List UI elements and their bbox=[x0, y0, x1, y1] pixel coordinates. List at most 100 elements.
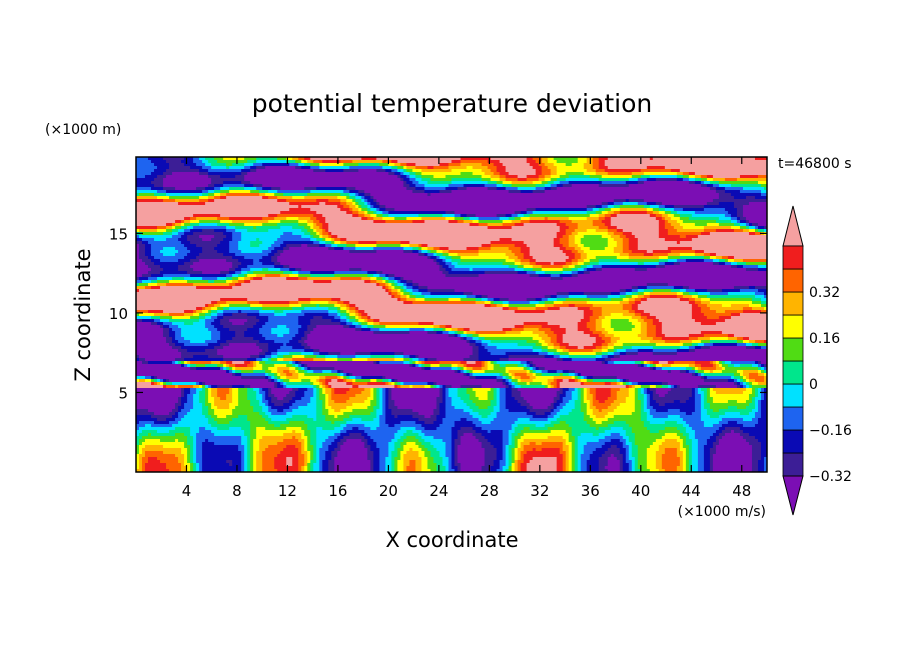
contour-cell bbox=[442, 259, 447, 263]
contour-cell bbox=[742, 385, 747, 389]
contour-cell bbox=[421, 364, 426, 368]
contour-cell bbox=[256, 394, 263, 398]
contour-cell bbox=[451, 259, 462, 263]
contour-cell bbox=[409, 364, 414, 368]
contour-cell bbox=[298, 163, 305, 167]
contour-cell bbox=[547, 382, 552, 386]
contour-cell bbox=[325, 400, 329, 404]
contour-cell bbox=[379, 319, 582, 323]
contour-cell bbox=[259, 448, 266, 452]
contour-cell bbox=[745, 220, 750, 224]
contour-cell bbox=[295, 334, 305, 338]
contour-cell bbox=[571, 445, 576, 449]
contour-cell bbox=[277, 334, 284, 338]
contour-cell bbox=[313, 160, 323, 164]
contour-cell bbox=[184, 460, 188, 464]
contour-cell bbox=[529, 460, 558, 464]
contour-cell bbox=[322, 460, 329, 464]
contour-cell bbox=[319, 349, 474, 353]
contour-cell bbox=[511, 181, 534, 185]
contour-cell bbox=[358, 385, 396, 389]
contour-cell bbox=[475, 403, 492, 407]
contour-cell bbox=[562, 301, 588, 305]
contour-cell bbox=[577, 451, 585, 455]
contour-cell bbox=[469, 355, 480, 359]
contour-cell bbox=[328, 385, 332, 389]
contour-cell bbox=[427, 256, 432, 260]
contour-cell bbox=[172, 382, 197, 386]
contour-cell bbox=[580, 319, 591, 323]
contour-cell bbox=[163, 334, 170, 338]
contour-cell bbox=[688, 346, 696, 350]
contour-cell bbox=[337, 205, 344, 209]
contour-cell bbox=[535, 343, 543, 347]
contour-cell bbox=[577, 271, 585, 275]
contour-cell bbox=[616, 391, 630, 395]
contour-cell bbox=[352, 160, 383, 164]
contour-cell bbox=[139, 442, 143, 446]
contour-cell bbox=[682, 292, 690, 296]
contour-cell bbox=[667, 385, 672, 389]
contour-cell bbox=[709, 394, 750, 398]
contour-cell bbox=[445, 394, 450, 398]
contour-cell bbox=[166, 340, 173, 344]
contour-cell bbox=[424, 427, 438, 431]
contour-cell bbox=[397, 280, 402, 284]
contour-cell bbox=[436, 403, 441, 407]
contour-cell bbox=[550, 382, 558, 386]
contour-cell bbox=[496, 397, 501, 401]
contour-cell bbox=[598, 208, 606, 212]
contour-cell bbox=[229, 268, 236, 272]
contour-cell bbox=[232, 274, 239, 278]
contour-cell bbox=[577, 259, 585, 263]
contour-cell bbox=[646, 418, 684, 422]
contour-cell bbox=[661, 382, 669, 386]
contour-cell bbox=[757, 373, 765, 377]
contour-cell bbox=[586, 265, 594, 269]
contour-cell bbox=[511, 184, 537, 188]
contour-cell bbox=[760, 310, 767, 314]
contour-cell bbox=[397, 385, 402, 389]
contour-cell bbox=[511, 466, 516, 470]
contour-cell bbox=[259, 313, 275, 317]
contour-cell bbox=[637, 451, 648, 455]
contour-cell bbox=[628, 382, 633, 386]
contour-cell bbox=[322, 403, 326, 407]
contour-cell bbox=[436, 256, 441, 260]
contour-cell bbox=[214, 193, 221, 197]
contour-cell bbox=[517, 469, 522, 472]
contour-cell bbox=[139, 277, 149, 281]
contour-cell bbox=[646, 415, 654, 419]
contour-cell bbox=[712, 370, 723, 374]
contour-cell bbox=[298, 331, 305, 335]
contour-cell bbox=[274, 247, 284, 251]
contour-cell bbox=[589, 316, 600, 320]
contour-cell bbox=[670, 370, 681, 374]
contour-cell bbox=[694, 406, 702, 410]
contour-cell bbox=[277, 382, 281, 386]
contour-cell bbox=[259, 352, 266, 356]
contour-cell bbox=[748, 232, 756, 236]
contour-cell bbox=[721, 436, 744, 440]
contour-cell bbox=[547, 349, 558, 353]
contour-cell bbox=[538, 352, 549, 356]
contour-cell bbox=[439, 262, 447, 266]
contour-cell bbox=[397, 439, 405, 443]
contour-cell bbox=[349, 205, 356, 209]
contour-cell bbox=[181, 352, 218, 356]
contour-cell bbox=[499, 406, 507, 410]
contour-cell bbox=[217, 349, 263, 353]
contour-cell bbox=[406, 298, 417, 302]
contour-cell bbox=[394, 460, 399, 464]
contour-cell bbox=[703, 445, 714, 449]
contour-cell bbox=[505, 460, 510, 464]
contour-cell bbox=[334, 463, 371, 467]
contour-cell bbox=[280, 226, 293, 230]
contour-cell bbox=[637, 397, 645, 401]
contour-cell bbox=[607, 241, 618, 245]
contour-cell bbox=[628, 253, 645, 257]
contour-cell bbox=[721, 361, 726, 365]
contour-cell bbox=[244, 178, 402, 182]
contour-cell bbox=[652, 406, 696, 410]
contour-cell bbox=[400, 445, 405, 449]
